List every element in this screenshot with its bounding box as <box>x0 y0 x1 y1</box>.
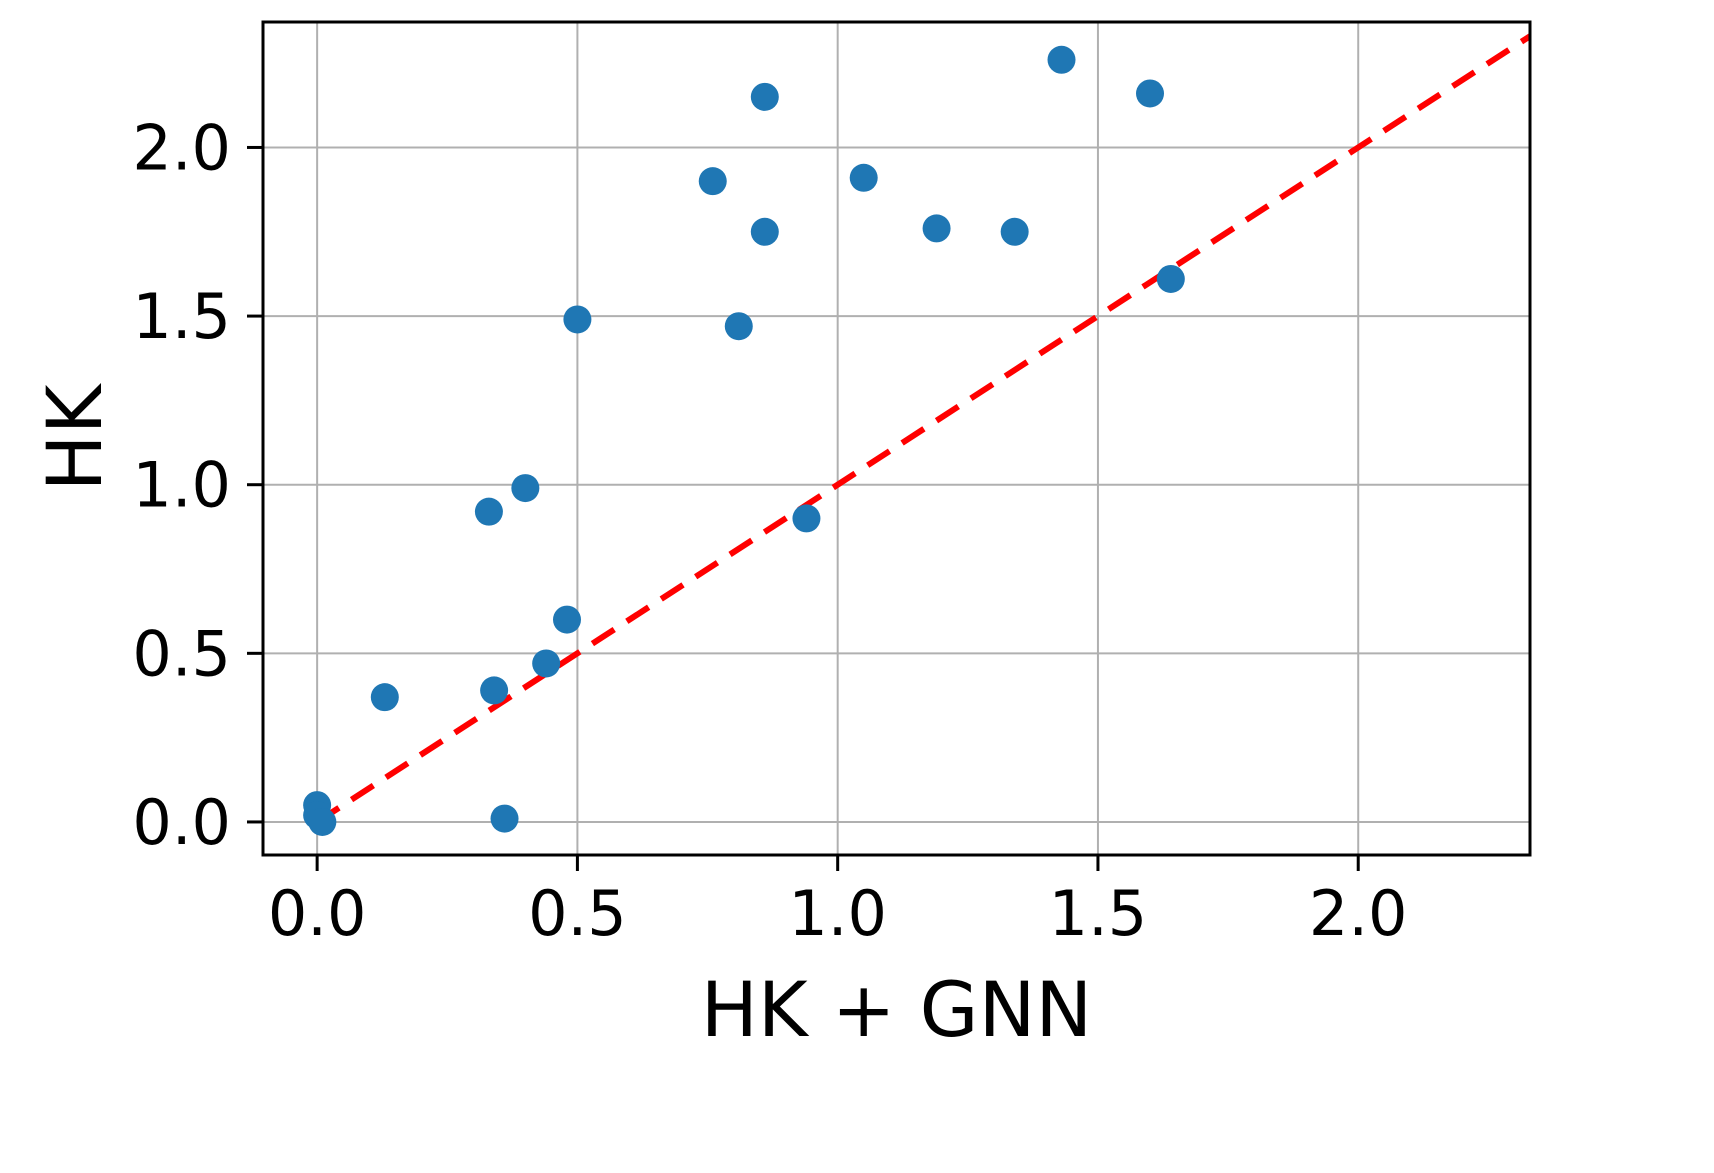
data-point <box>750 217 779 246</box>
data-point <box>1136 79 1165 108</box>
x-tick-label: 0.5 <box>528 877 627 950</box>
y-tick-label: 1.0 <box>132 449 231 522</box>
x-tick-label: 1.5 <box>1049 877 1148 950</box>
data-point <box>849 163 878 192</box>
data-point <box>511 474 540 503</box>
identity-reference-line <box>315 32 1530 825</box>
x-tick-label: 1.0 <box>788 877 887 950</box>
data-point <box>370 683 399 712</box>
data-point <box>792 504 821 533</box>
data-point <box>698 167 727 196</box>
data-point <box>552 605 581 634</box>
data-point <box>532 649 561 678</box>
x-axis-label: HK + GNN <box>700 965 1093 1054</box>
plot-border <box>261 20 1532 857</box>
y-tick-label: 0.0 <box>132 786 231 859</box>
data-point <box>490 804 519 833</box>
x-tick-label: 0.0 <box>268 877 367 950</box>
data-point <box>922 214 951 243</box>
data-point <box>480 676 509 705</box>
x-tick-label: 2.0 <box>1309 877 1408 950</box>
data-point <box>750 82 779 111</box>
data-point <box>724 312 753 341</box>
y-tick-label: 1.5 <box>132 280 231 353</box>
data-point <box>563 305 592 334</box>
y-axis-label: HK <box>30 384 119 492</box>
data-point <box>1000 217 1029 246</box>
y-tick-label: 0.5 <box>132 617 231 690</box>
data-point <box>474 497 503 526</box>
data-point <box>308 807 337 836</box>
y-tick-label: 2.0 <box>132 111 231 184</box>
data-point <box>1047 45 1076 74</box>
data-point <box>1156 264 1185 293</box>
